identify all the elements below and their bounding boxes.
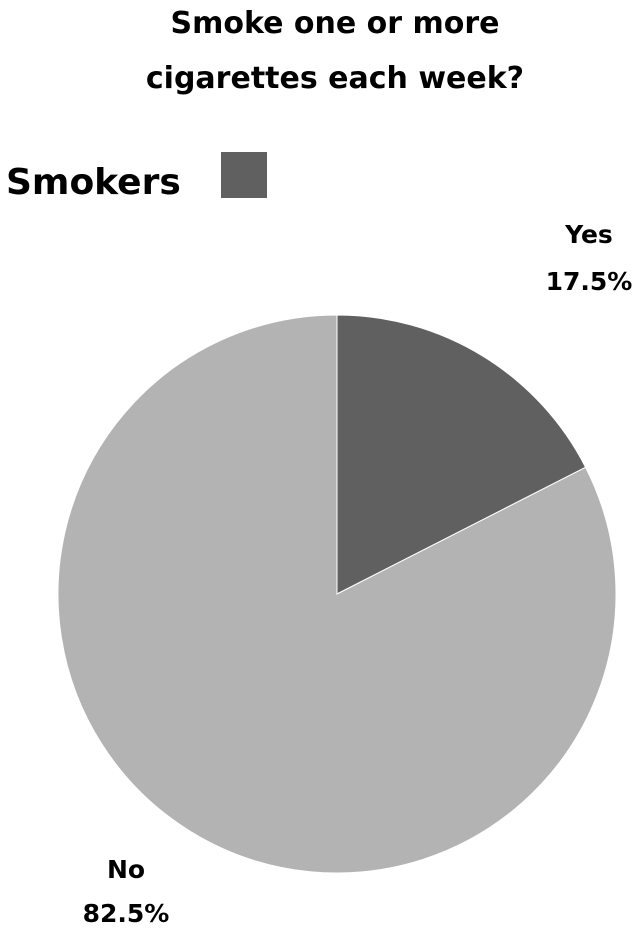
pie-slice-yes	[336, 314, 587, 595]
slice-label-no-value: 82.5%	[83, 899, 170, 928]
slice-label-no: No 82.5%	[83, 855, 170, 928]
legend-label: Smokers	[6, 162, 181, 203]
chart-title-line-1: Smoke one or more	[170, 6, 499, 41]
legend-swatch	[221, 152, 267, 198]
slice-label-yes-name: Yes	[564, 220, 613, 249]
slice-label-yes-value: 17.5%	[546, 267, 633, 296]
legend: Smokers	[6, 152, 267, 203]
slice-label-yes: Yes 17.5%	[546, 220, 633, 296]
slice-label-no-name: No	[107, 855, 145, 884]
pie-slices	[57, 314, 617, 874]
pie-slice-no	[57, 314, 617, 874]
chart-title-line-2: cigarettes each week?	[146, 61, 524, 96]
